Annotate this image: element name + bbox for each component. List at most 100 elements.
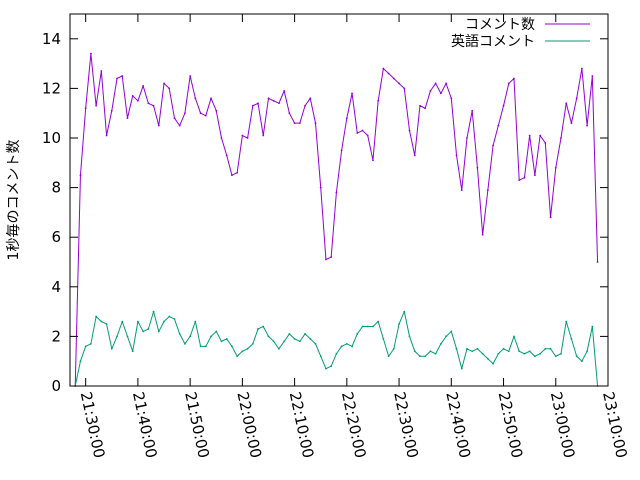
data-point-1	[314, 122, 317, 125]
data-point-1	[439, 92, 442, 95]
data-point-1	[163, 82, 165, 85]
data-point-2	[272, 340, 275, 343]
data-point-1	[560, 137, 562, 139]
data-point-1	[366, 134, 369, 137]
data-point-2	[586, 350, 589, 353]
plot-frame	[69, 13, 609, 387]
data-point-1	[596, 261, 599, 263]
data-point-2	[356, 333, 359, 335]
data-point-2	[330, 365, 333, 368]
y-tick-label: 0	[51, 377, 61, 395]
data-point-1	[460, 189, 463, 191]
data-point-2	[84, 345, 87, 348]
y-tick-label: 4	[51, 278, 61, 296]
data-point-2	[434, 352, 437, 355]
data-point-2	[377, 320, 380, 323]
data-point-2	[251, 342, 254, 345]
data-point-1	[554, 166, 557, 169]
data-point-1	[513, 77, 515, 80]
data-point-2	[126, 335, 129, 338]
data-point-2	[502, 347, 505, 350]
data-point-1	[304, 104, 306, 107]
data-point-1	[126, 117, 129, 120]
data-point-2	[278, 347, 280, 350]
data-point-1	[110, 109, 113, 112]
data-point-2	[152, 310, 155, 313]
data-point-1	[178, 124, 181, 127]
data-point-2	[445, 335, 447, 338]
data-point-1	[267, 97, 270, 100]
data-point-2	[565, 320, 568, 323]
data-point-1	[157, 124, 160, 127]
data-point-1	[528, 134, 531, 137]
data-point-1	[507, 82, 510, 85]
data-point-2	[116, 335, 118, 338]
data-point-1	[319, 186, 322, 189]
data-point-1	[137, 99, 139, 102]
data-point-1	[283, 89, 286, 92]
data-point-2	[257, 328, 259, 330]
data-point-2	[100, 320, 103, 323]
y-axis: 0 2 4 6 8 10 12 14	[42, 30, 608, 395]
data-point-1	[225, 154, 228, 157]
data-point-1	[288, 112, 291, 115]
data-point-1	[340, 149, 343, 152]
data-point-2	[486, 357, 489, 360]
data-point-2	[366, 325, 369, 328]
y-axis-label: 1秒毎のコメント数	[6, 140, 22, 261]
data-point-1	[105, 134, 108, 137]
data-point-2	[387, 355, 390, 358]
data-point-1	[356, 132, 359, 134]
y-tick-label: 14	[42, 30, 61, 48]
data-point-2	[455, 347, 458, 350]
data-point-2	[105, 323, 108, 325]
data-point-2	[157, 330, 160, 333]
data-point-2	[544, 347, 547, 350]
data-point-1	[450, 97, 453, 100]
data-point-1	[121, 75, 124, 77]
data-point-1	[189, 75, 192, 77]
data-point-1	[471, 109, 474, 112]
data-point-2	[361, 325, 364, 328]
data-point-1	[502, 104, 505, 107]
data-point-1	[351, 92, 353, 95]
data-point-2	[575, 355, 578, 358]
data-point-1	[403, 87, 406, 90]
data-point-1	[398, 82, 400, 85]
data-point-1	[173, 117, 176, 120]
data-point-2	[335, 352, 338, 355]
data-point-2	[460, 367, 463, 370]
data-point-1	[325, 258, 327, 261]
data-point-1	[184, 112, 186, 115]
data-point-1	[387, 72, 390, 75]
data-point-2	[549, 347, 552, 350]
data-point-2	[398, 323, 400, 325]
data-point-1	[455, 154, 458, 157]
data-point-1	[241, 134, 244, 137]
data-point-2	[507, 350, 510, 353]
data-point-1	[236, 171, 239, 174]
y-tick-label: 12	[42, 79, 61, 97]
data-point-2	[137, 320, 139, 323]
data-point-1	[168, 87, 171, 90]
data-point-1	[413, 154, 416, 157]
data-point-2	[210, 335, 212, 338]
data-point-2	[408, 335, 411, 338]
data-point-2	[439, 342, 442, 345]
data-point-2	[121, 320, 124, 323]
data-point-1	[152, 104, 155, 107]
data-point-2	[450, 330, 453, 333]
data-point-2	[403, 310, 406, 313]
legend-label: コメント数	[465, 17, 535, 33]
data-point-2	[351, 345, 353, 348]
data-point-2	[173, 318, 176, 320]
data-point-2	[184, 342, 186, 345]
data-point-2	[178, 333, 181, 335]
data-point-1	[586, 124, 589, 127]
data-point-2	[95, 315, 98, 318]
data-point-1	[298, 122, 301, 125]
data-point-1	[204, 114, 207, 117]
data-point-1	[194, 97, 197, 100]
